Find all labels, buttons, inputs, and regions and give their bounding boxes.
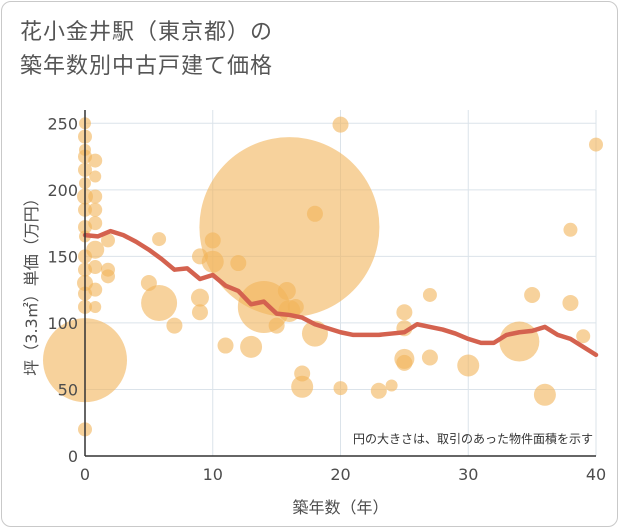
bubble-point [88, 153, 103, 168]
bubble-point [422, 287, 437, 302]
bubble-point [100, 269, 115, 284]
bubble-point [86, 240, 105, 259]
bubble-series [43, 116, 603, 437]
bubble-point [89, 170, 102, 183]
bubble-point [88, 202, 103, 217]
bubble-point [88, 260, 103, 275]
bubble-size-note: 円の大きさは、取引のあった物件面積を示す [353, 431, 593, 446]
bubble-point [88, 216, 103, 231]
bubble-point [524, 286, 541, 303]
bubble-point [199, 137, 380, 318]
bubble-point [268, 317, 285, 334]
x-tick-label: 0 [80, 465, 90, 484]
bubble-point [287, 298, 304, 315]
axes [84, 110, 596, 457]
x-tick-label: 20 [330, 465, 350, 484]
bubble-point [421, 349, 438, 366]
x-tick-label: 40 [586, 465, 606, 484]
bubble-point [457, 354, 480, 377]
trend-line [82, 228, 599, 358]
bubble-point [563, 222, 578, 237]
bubble-point [190, 288, 209, 307]
bubble-point [370, 382, 387, 399]
trend-series [82, 228, 599, 358]
bubble-point [141, 284, 178, 321]
bubble-point [562, 294, 579, 311]
y-tick-label: 250 [47, 114, 78, 133]
y-tick-label: 200 [47, 181, 78, 200]
bubble-point [306, 205, 323, 222]
bubble-point [191, 304, 208, 321]
bubble-point [88, 282, 103, 297]
bubble-point [396, 304, 413, 321]
chart-title-line-1: 花小金井駅（東京都）の [20, 20, 274, 45]
bubble-point [100, 233, 115, 248]
y-tick-label: 0 [68, 447, 78, 466]
y-axis-title: 坪（3.3㎡）単価（万円） [22, 190, 41, 375]
bubble-point [88, 189, 103, 204]
bubble-point [499, 321, 540, 362]
x-tick-label: 10 [203, 465, 223, 484]
x-tick-label: 30 [458, 465, 478, 484]
chart-title: 花小金井駅（東京都）の 築年数別中古戸建て価格 [20, 16, 273, 84]
bubble-point [166, 317, 183, 334]
tick-labels: 0 50 100 150 200 250 0 10 20 30 40 [47, 114, 606, 484]
bubble-point [385, 379, 398, 392]
chart-title-line-2: 築年数別中古戸建て価格 [20, 54, 274, 79]
bubble-point [396, 354, 413, 371]
y-tick-label: 50 [58, 380, 78, 399]
x-axis-title: 築年数（年） [292, 498, 388, 517]
bubble-point [589, 137, 603, 152]
y-tick-label: 100 [47, 314, 78, 333]
y-tick-label: 150 [47, 247, 78, 266]
bubble-point [332, 116, 349, 133]
bubble-point [576, 329, 591, 344]
bubble-point [240, 335, 263, 358]
bubble-point [291, 375, 314, 398]
bubble-point [533, 383, 556, 406]
bubble-point [333, 381, 348, 396]
bubble-point [152, 232, 167, 247]
bubble-point [217, 337, 234, 354]
bubble-point [89, 300, 102, 313]
